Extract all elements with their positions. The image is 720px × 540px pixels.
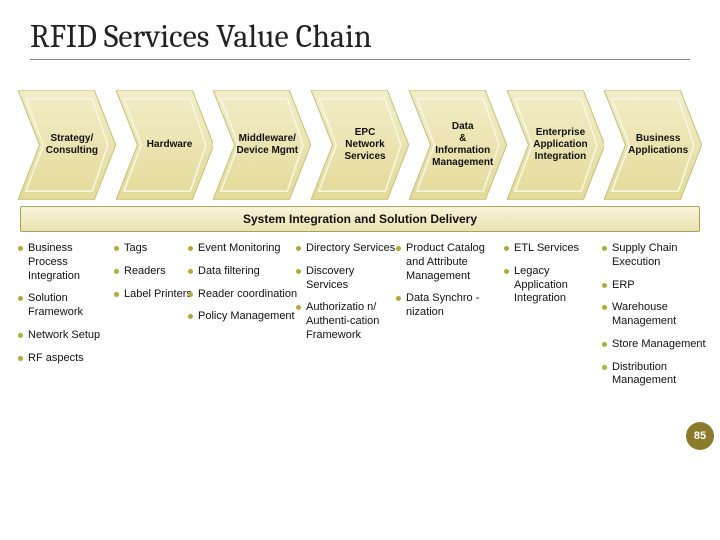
chevron-stage: Enterprise Application Integration [507, 90, 605, 200]
bullets-grid: Business Process Integration Solution Fra… [18, 242, 702, 442]
bullet-item: Readers [114, 265, 192, 279]
chevron-label: Enterprise Application Integration [507, 90, 605, 200]
chevron-stage: Middleware/ Device Mgmt [213, 90, 311, 200]
chevron-stage: Data & Information Management [409, 90, 507, 200]
chevron-stage: Strategy/ Consulting [18, 90, 116, 200]
chevron-stage: Hardware [116, 90, 214, 200]
bullet-item: Directory Services [296, 242, 396, 256]
bullet-item: ETL Services [504, 242, 604, 256]
bullet-item: RF aspects [18, 352, 114, 366]
chevron-label: EPC Network Services [311, 90, 409, 200]
bullet-item: Discovery Services [296, 265, 396, 293]
bullet-item: Tags [114, 242, 192, 256]
bullet-item: Legacy Application Integration [504, 265, 604, 306]
bullet-item: Supply Chain Execution [602, 242, 706, 270]
bullet-column: Tags Readers Label Printers [114, 242, 192, 310]
title-rule [30, 59, 690, 60]
bullet-item: Business Process Integration [18, 242, 114, 283]
chevron-label: Hardware [116, 90, 214, 200]
bullet-item: Distribution Management [602, 361, 706, 389]
system-integration-bar: System Integration and Solution Delivery [20, 206, 700, 232]
bullet-item: ERP [602, 279, 706, 293]
page-number: 85 [694, 430, 706, 442]
bullet-item: Warehouse Management [602, 301, 706, 329]
bullet-item: Event Monitoring [188, 242, 298, 256]
bullet-item: Store Management [602, 338, 706, 352]
bullet-column: Business Process Integration Solution Fra… [18, 242, 114, 374]
system-integration-label: System Integration and Solution Delivery [243, 212, 477, 226]
bullet-item: Reader coordination [188, 288, 298, 302]
value-chain-chevrons: Strategy/ Consulting Hardware [18, 90, 702, 200]
chevron-stage: Business Applications [604, 90, 702, 200]
bullet-column: Product Catalog and Attribute Management… [396, 242, 504, 329]
bullet-item: Data Synchro -nization [396, 292, 504, 320]
bullet-column: Directory Services Discovery Services Auth… [296, 242, 396, 352]
bullet-column: Event Monitoring Data filtering Reader coo… [188, 242, 298, 333]
chevron-label: Middleware/ Device Mgmt [213, 90, 311, 200]
bullet-item: Solution Framework [18, 292, 114, 320]
bullet-item: Data filtering [188, 265, 298, 279]
chevron-label: Business Applications [604, 90, 702, 200]
page-number-badge: 85 [686, 422, 714, 450]
page-title: RFID Services Value Chain [0, 0, 720, 59]
bullet-item: Network Setup [18, 329, 114, 343]
chevron-label: Strategy/ Consulting [18, 90, 116, 200]
bullet-item: Authorizatio n/ Authenti-cation Framewor… [296, 301, 396, 342]
bullet-column: Supply Chain Execution ERP Warehouse Manag… [602, 242, 706, 397]
bullet-column: ETL Services Legacy Application Integrati… [504, 242, 604, 315]
bullet-item: Policy Management [188, 310, 298, 324]
bullet-item: Label Printers [114, 288, 192, 302]
chevron-label: Data & Information Management [409, 90, 507, 200]
chevron-stage: EPC Network Services [311, 90, 409, 200]
bullet-item: Product Catalog and Attribute Management [396, 242, 504, 283]
